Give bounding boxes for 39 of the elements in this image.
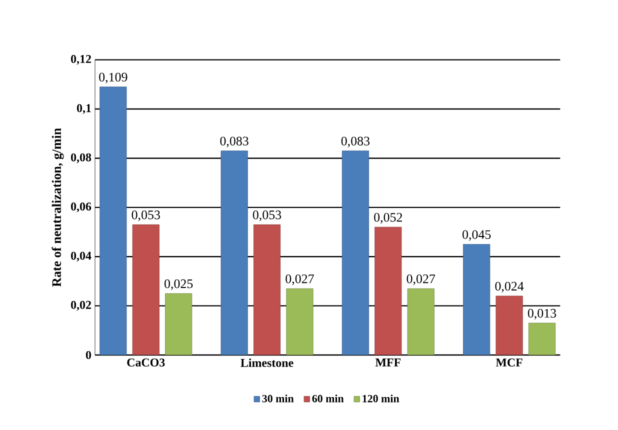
- bar: [253, 224, 281, 355]
- bar: [342, 150, 369, 355]
- data-label: 0,083: [220, 136, 248, 148]
- data-label: 0,053: [252, 210, 282, 222]
- y-tick-label: 0,1: [76, 104, 91, 114]
- data-label: 0,045: [462, 230, 491, 241]
- x-tick-label: CaCO3: [127, 358, 165, 367]
- bar: [528, 322, 556, 355]
- bar: [463, 244, 490, 355]
- data-label: 0,013: [528, 308, 556, 320]
- y-tick-label: 0: [86, 350, 92, 360]
- data-label: 0,109: [99, 72, 128, 84]
- data-label: 0,027: [406, 274, 436, 286]
- legend-label: 60 min: [312, 394, 344, 402]
- data-label: 0,053: [132, 210, 160, 222]
- y-axis-title: Rate of neutralization, g/min: [52, 128, 64, 287]
- bar: [220, 150, 248, 355]
- data-label: 0,027: [286, 274, 314, 286]
- bar: [374, 226, 402, 355]
- bar: [165, 293, 192, 355]
- legend-label: 120 min: [362, 394, 400, 402]
- data-label: 0,083: [341, 136, 370, 148]
- legend-label: 30 min: [262, 394, 294, 402]
- data-label: 0,052: [374, 212, 402, 224]
- bar: [496, 296, 523, 355]
- data-label: 0,024: [495, 282, 524, 292]
- bar: [132, 224, 160, 355]
- y-tick-label: 0,02: [71, 300, 91, 311]
- data-label: 0,025: [164, 279, 193, 290]
- bar: [286, 288, 314, 355]
- bar: [100, 86, 127, 355]
- x-tick-label: MCF: [496, 358, 522, 367]
- y-tick-label: 0,08: [71, 153, 92, 164]
- bar: [407, 288, 434, 355]
- y-tick-label: 0,12: [71, 54, 91, 65]
- x-tick-label: MFF: [375, 358, 401, 366]
- x-tick-label: Limestone: [240, 358, 294, 367]
- y-tick-label: 0,06: [71, 202, 92, 212]
- y-tick-label: 0,04: [71, 252, 92, 262]
